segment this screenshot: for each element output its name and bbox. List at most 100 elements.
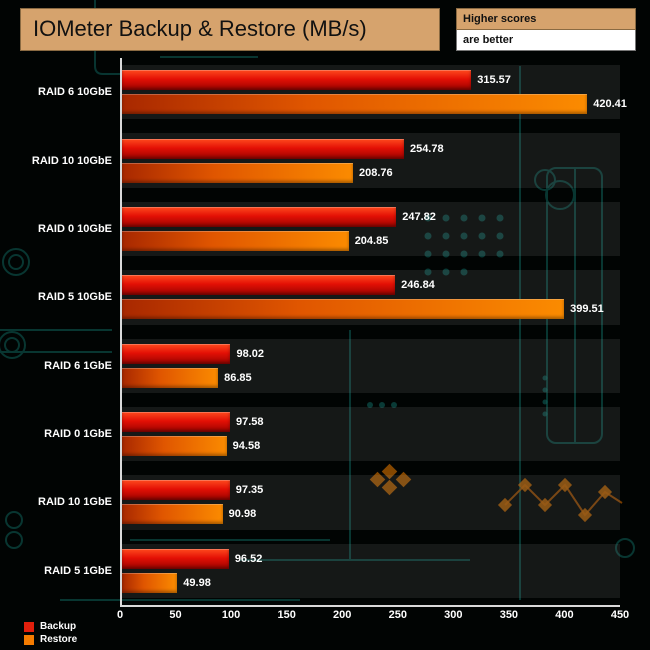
x-tick-label: 100: [221, 609, 241, 621]
bar-row: 399.51: [122, 299, 620, 320]
value-label: 86.85: [224, 371, 252, 384]
bar-row: 208.76: [122, 162, 620, 183]
legend: Backup Restore: [24, 621, 77, 645]
x-tick-label: 300: [444, 609, 463, 621]
restore-bar: [122, 299, 565, 320]
bar-groups: RAID 6 10GbE 315.57 420.41 RAID 10 10GbE 254…: [0, 58, 627, 605]
x-tick-label: 450: [610, 609, 630, 621]
chart-group: RAID 0 10GbE 247.82 204.85: [0, 195, 620, 263]
bar-row: 97.58: [122, 412, 620, 433]
bars-cell: 246.84 399.51: [122, 263, 620, 331]
category-label: RAID 6 10GbE: [38, 86, 112, 99]
value-label: 98.02: [236, 347, 264, 360]
value-label: 204.85: [354, 234, 389, 247]
x-tick-label: 50: [169, 609, 182, 621]
backup-bar: [122, 480, 230, 501]
category-label: RAID 6 1GbE: [44, 359, 112, 372]
category-label: RAID 5 10GbE: [38, 291, 112, 304]
x-tick-label: 200: [333, 609, 352, 621]
bar-row: 90.98: [122, 504, 620, 525]
bars-cell: 247.82 204.85: [122, 195, 620, 263]
value-label: 247.82: [402, 210, 436, 223]
legend-item: Restore: [24, 634, 77, 645]
bars-cell: 97.58 94.58: [122, 400, 620, 468]
category-label: RAID 10 1GbE: [38, 496, 112, 509]
value-label: 90.98: [228, 508, 257, 521]
value-label: 96.52: [234, 552, 263, 565]
bar-row: 96.52: [122, 548, 620, 569]
value-label: 97.35: [235, 484, 264, 497]
plot-area: RAID 6 10GbE 315.57 420.41 RAID 10 10GbE 254…: [0, 58, 629, 621]
restore-bar: [122, 162, 354, 183]
backup-bar: [122, 412, 230, 433]
chart-title-box: IOMeter Backup & Restore (MB/s): [20, 8, 440, 51]
chart-group: RAID 6 10GbE 315.57 420.41: [0, 58, 627, 126]
bars-cell: 98.02 86.85: [122, 332, 620, 400]
restore-bar: [122, 230, 349, 251]
bar-row: 86.85: [122, 367, 620, 388]
value-label: 94.58: [232, 440, 261, 453]
backup-bar: [122, 138, 404, 159]
x-tick-label: 0: [116, 609, 124, 621]
category-label: RAID 0 1GbE: [44, 428, 112, 441]
x-tick-label: 350: [499, 609, 519, 621]
legend-label: Backup: [40, 621, 77, 632]
bars-cell: 315.57 420.41: [122, 58, 627, 126]
bar-row: 94.58: [122, 436, 620, 457]
chart-header: IOMeter Backup & Restore (MB/s) Higher s…: [20, 8, 636, 51]
bar-row: 204.85: [122, 230, 620, 251]
bars-cell: 96.52 49.98: [122, 537, 620, 605]
category-label: RAID 5 1GbE: [44, 564, 112, 577]
value-label: 254.78: [409, 142, 444, 155]
x-axis-ticks: 0 50 100 150 200 250 300 350 400 450: [116, 605, 629, 623]
x-tick-label: 250: [388, 609, 407, 621]
restore-bar: [122, 94, 588, 115]
chart-group: RAID 10 1GbE 97.35 90.98: [0, 468, 620, 536]
backup-bar: [122, 548, 229, 569]
bar-row: 315.57: [122, 70, 620, 91]
value-label: 49.98: [183, 576, 211, 589]
backup-bar: [122, 275, 396, 296]
chart-group: RAID 5 1GbE 96.52 49.98: [0, 537, 620, 605]
chart-group: RAID 6 1GbE 98.02 86.85: [0, 332, 620, 400]
x-tick-label: 400: [555, 609, 574, 621]
value-label: 246.84: [401, 279, 435, 292]
backup-bar: [122, 343, 231, 364]
bar-row: 49.98: [122, 572, 620, 593]
value-label: 208.76: [359, 166, 393, 179]
backup-bar: [122, 70, 472, 91]
restore-bar: [122, 504, 223, 525]
value-label: 97.58: [235, 416, 264, 429]
bar-row: 254.78: [122, 138, 620, 159]
bar-row: 420.41: [122, 94, 627, 115]
bar-row: 247.82: [122, 206, 620, 227]
chart-group: RAID 10 10GbE 254.78 208.76: [0, 126, 620, 194]
note-boxes: Higher scores are better: [456, 8, 636, 51]
legend-label: Restore: [40, 634, 78, 645]
value-label: 420.41: [593, 98, 627, 111]
note-higher-scores: Higher scores: [456, 8, 636, 30]
legend-item: Backup: [24, 621, 77, 632]
category-label: RAID 10 10GbE: [31, 154, 112, 167]
y-axis-line: [120, 58, 122, 605]
legend-swatch-restore: [24, 634, 34, 645]
restore-bar: [122, 436, 227, 457]
category-label: RAID 0 10GbE: [38, 222, 112, 235]
restore-bar: [122, 367, 219, 388]
bar-row: 246.84: [122, 275, 620, 296]
bars-cell: 254.78 208.76: [122, 126, 620, 194]
bar-row: 97.35: [122, 480, 620, 501]
x-tick-label: 150: [277, 609, 296, 621]
value-label: 399.51: [570, 303, 604, 316]
chart-title: IOMeter Backup & Restore (MB/s): [33, 16, 367, 41]
chart-group: RAID 5 10GbE 246.84 399.51: [0, 263, 620, 331]
backup-bar: [122, 206, 397, 227]
chart-group: RAID 0 1GbE 97.58 94.58: [0, 400, 620, 468]
value-label: 315.57: [477, 74, 511, 87]
legend-swatch-backup: [24, 621, 34, 632]
x-axis-line: [120, 605, 620, 607]
note-are-better: are better: [456, 30, 636, 51]
bars-cell: 97.35 90.98: [122, 468, 620, 536]
